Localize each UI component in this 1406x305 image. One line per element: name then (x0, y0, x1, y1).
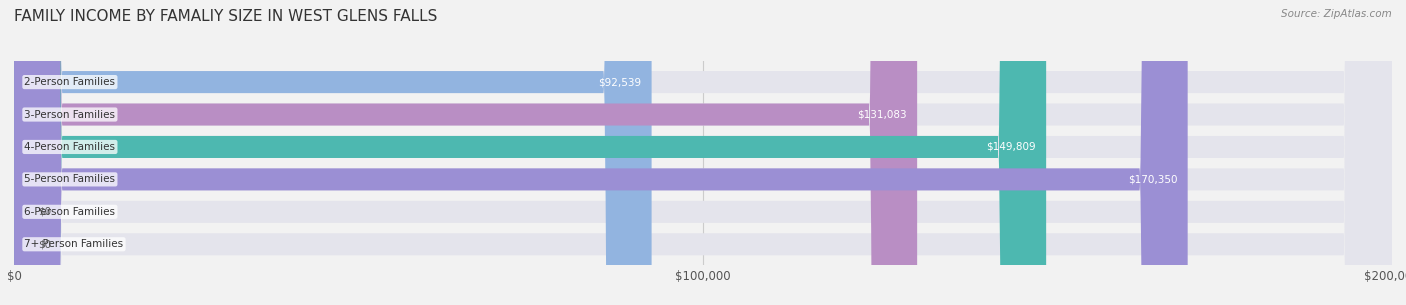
FancyBboxPatch shape (14, 0, 651, 305)
Text: $131,083: $131,083 (858, 109, 907, 120)
Text: $149,809: $149,809 (986, 142, 1036, 152)
Text: Source: ZipAtlas.com: Source: ZipAtlas.com (1281, 9, 1392, 19)
FancyBboxPatch shape (14, 0, 1392, 305)
Text: 5-Person Families: 5-Person Families (24, 174, 115, 185)
Text: $0: $0 (38, 239, 51, 249)
FancyBboxPatch shape (14, 0, 1392, 305)
FancyBboxPatch shape (14, 0, 1392, 305)
Text: $0: $0 (38, 207, 51, 217)
Text: 3-Person Families: 3-Person Families (24, 109, 115, 120)
FancyBboxPatch shape (14, 0, 1046, 305)
Text: 6-Person Families: 6-Person Families (24, 207, 115, 217)
Text: FAMILY INCOME BY FAMALIY SIZE IN WEST GLENS FALLS: FAMILY INCOME BY FAMALIY SIZE IN WEST GL… (14, 9, 437, 24)
FancyBboxPatch shape (14, 0, 1392, 305)
Text: 2-Person Families: 2-Person Families (24, 77, 115, 87)
Text: $92,539: $92,539 (598, 77, 641, 87)
Text: 4-Person Families: 4-Person Families (24, 142, 115, 152)
FancyBboxPatch shape (14, 0, 917, 305)
FancyBboxPatch shape (14, 0, 1188, 305)
FancyBboxPatch shape (14, 0, 1392, 305)
Text: $170,350: $170,350 (1128, 174, 1177, 185)
FancyBboxPatch shape (14, 0, 1392, 305)
Text: 7+ Person Families: 7+ Person Families (24, 239, 124, 249)
